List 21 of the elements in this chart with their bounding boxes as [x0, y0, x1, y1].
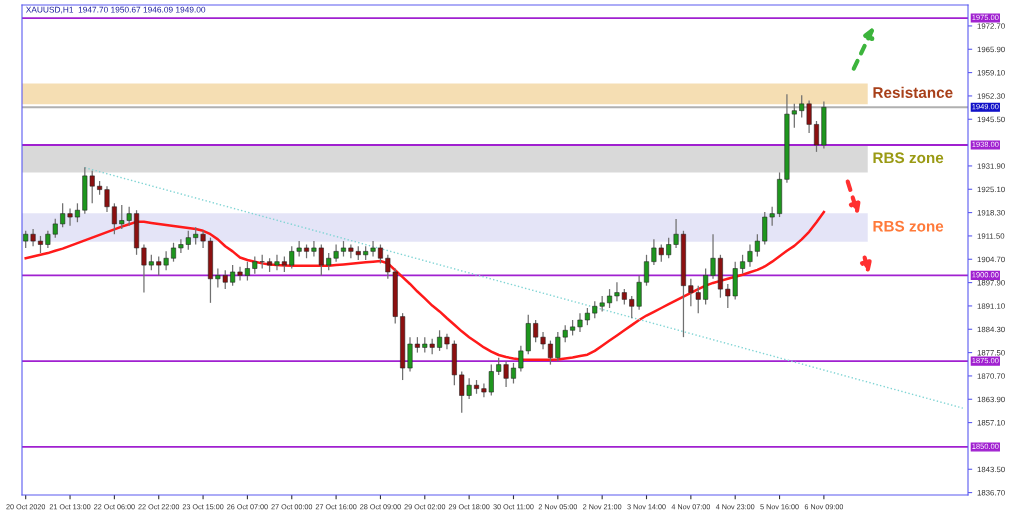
candlestick: [171, 242, 176, 263]
candlestick: [607, 288, 613, 309]
candlestick: [577, 312, 583, 333]
candlestick: [111, 202, 117, 235]
band-label: RBS zone: [873, 220, 944, 232]
candlestick: [237, 266, 243, 282]
candlestick: [644, 254, 649, 287]
candlestick: [230, 264, 236, 287]
candlestick: [104, 185, 110, 213]
candlestick: [437, 329, 443, 352]
candlestick: [74, 202, 80, 223]
candlestick: [377, 243, 383, 265]
candlestick: [740, 254, 746, 275]
candlestick: [813, 120, 819, 153]
candlestick: [510, 362, 516, 385]
band-label: RBS zone: [873, 152, 944, 164]
candlestick: [274, 254, 280, 271]
chart-title: XAUUSD,H1 1947.70 1950.67 1946.09 1949.00: [25, 6, 206, 14]
candlestick: [547, 339, 553, 366]
candlestick: [244, 261, 250, 282]
band-label: Resistance: [873, 86, 953, 98]
